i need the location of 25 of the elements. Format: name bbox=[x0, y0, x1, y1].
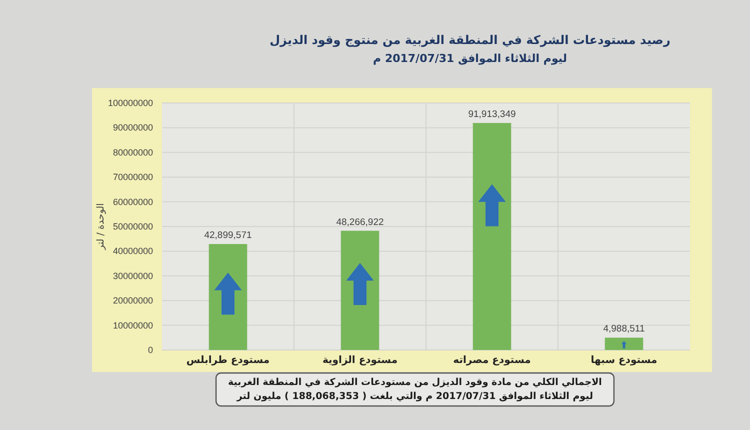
y-tick-label: 0 bbox=[148, 345, 153, 355]
chart-subtitle: ليوم الثلاثاء الموافق 2017/07/31 م bbox=[373, 52, 567, 65]
bar bbox=[472, 122, 512, 350]
y-tick-label: 100000000 bbox=[108, 98, 153, 108]
text: الاجمالي الكلي من مادة وقود الديزل من مستودعات الشركة في المنطقة الغربية ليوم الثلاثاء الموافق 2017/07/31 م والتي بلغت ( 188,068,353 ) مليون لتر bbox=[228, 377, 602, 402]
chart-title: رصيد مستودعات الشركة في المنطقة الغربية من منتوج وقود الديزل bbox=[270, 33, 670, 47]
data-label: 91,913,349 bbox=[468, 108, 516, 120]
x-tick-label: مستودع طرابلس bbox=[186, 355, 270, 366]
y-tick-label: 60000000 bbox=[112, 196, 153, 207]
y-tick-label: 70000000 bbox=[112, 172, 153, 182]
data-label: 48,266,922 bbox=[336, 216, 384, 228]
x-tick-label: مستودع مصراته bbox=[453, 355, 531, 366]
y-tick-label: 90000000 bbox=[112, 122, 153, 133]
y-tick-label: 40000000 bbox=[112, 246, 153, 256]
y-tick-label: 10000000 bbox=[112, 320, 153, 330]
y-tick-label: 80000000 bbox=[112, 147, 153, 158]
y-tick-label: 20000000 bbox=[112, 296, 153, 306]
x-tick-label: مستودع الزاوية bbox=[322, 355, 398, 366]
data-label: 42,899,571 bbox=[204, 230, 252, 242]
y-tick-label: 30000000 bbox=[112, 270, 153, 281]
y-axis-title: الوحدة / لتر bbox=[96, 203, 106, 251]
y-tick-label: 50000000 bbox=[112, 222, 153, 232]
x-tick-label: مستودع سبها bbox=[590, 355, 658, 366]
data-label: 4,988,511 bbox=[603, 324, 645, 335]
bar bbox=[604, 338, 644, 350]
